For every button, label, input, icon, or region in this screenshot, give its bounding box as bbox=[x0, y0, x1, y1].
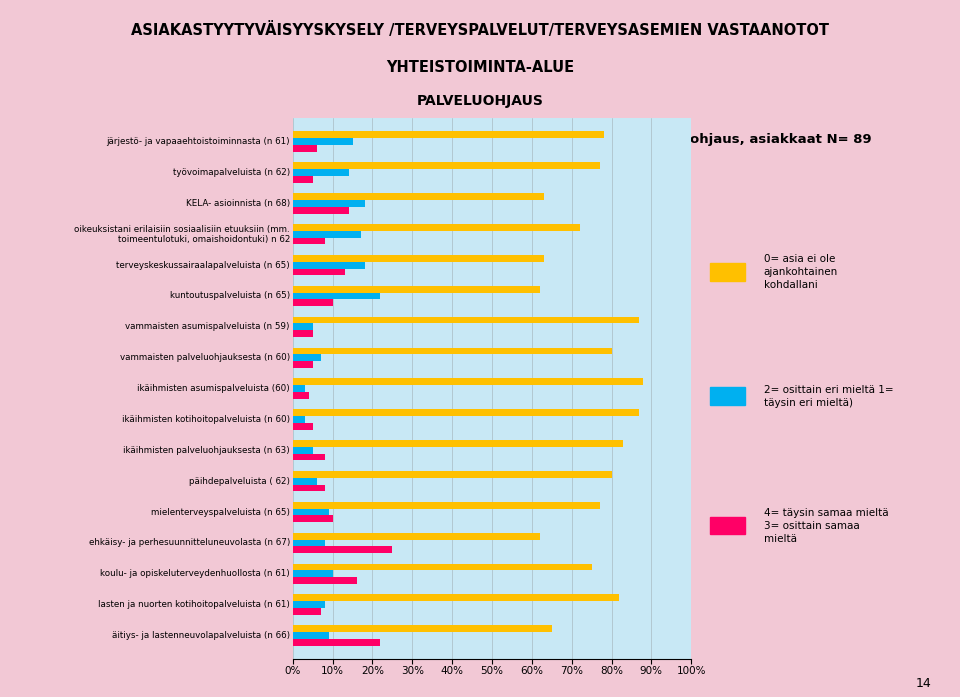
Bar bbox=[293, 423, 313, 429]
Bar bbox=[293, 316, 639, 323]
Bar bbox=[293, 509, 328, 516]
Bar bbox=[293, 293, 380, 300]
Bar bbox=[293, 286, 540, 293]
Bar bbox=[293, 255, 543, 261]
Bar bbox=[293, 570, 332, 577]
Bar bbox=[293, 300, 332, 306]
Bar bbox=[293, 409, 639, 416]
Bar bbox=[293, 608, 321, 615]
Text: ikäihmisten asumispalveluista (60): ikäihmisten asumispalveluista (60) bbox=[137, 384, 290, 393]
Bar bbox=[293, 454, 324, 461]
Bar bbox=[293, 231, 361, 238]
Bar bbox=[293, 533, 540, 539]
Text: YHTEISTOIMINTA-ALUE: YHTEISTOIMINTA-ALUE bbox=[386, 61, 574, 75]
Bar bbox=[293, 138, 352, 145]
Bar bbox=[293, 602, 324, 608]
Bar bbox=[293, 625, 552, 632]
Bar bbox=[293, 162, 600, 169]
Bar bbox=[293, 323, 313, 330]
Bar bbox=[293, 477, 317, 484]
Text: vammaisten palveluohjauksesta (n 60): vammaisten palveluohjauksesta (n 60) bbox=[120, 353, 290, 362]
Bar bbox=[293, 416, 304, 423]
Bar bbox=[293, 539, 324, 546]
Text: KELA- asioinnista (n 68): KELA- asioinnista (n 68) bbox=[185, 199, 290, 208]
Bar bbox=[293, 639, 380, 645]
Bar bbox=[293, 354, 321, 361]
Bar bbox=[293, 385, 304, 392]
Bar bbox=[293, 378, 643, 385]
Text: koulu- ja opiskeluterveydenhuollosta (n 61): koulu- ja opiskeluterveydenhuollosta (n … bbox=[100, 569, 290, 579]
Text: Neuvonta ja ohjaus, asiakkaat N= 89: Neuvonta ja ohjaus, asiakkaat N= 89 bbox=[595, 133, 872, 146]
Bar bbox=[293, 577, 356, 584]
Bar bbox=[293, 484, 324, 491]
Bar bbox=[293, 200, 365, 207]
Bar bbox=[293, 193, 543, 200]
Text: mielenterveyspalveluista (n 65): mielenterveyspalveluista (n 65) bbox=[151, 507, 290, 516]
Text: ASIAKASTYYTYVÄISYYSKYSELY /TERVEYSPALVELUT/TERVEYSASEMIEN VASTAANOTOT: ASIAKASTYYTYVÄISYYSKYSELY /TERVEYSPALVEL… bbox=[131, 22, 829, 38]
Text: työvoimapalveluista (n 62): työvoimapalveluista (n 62) bbox=[173, 168, 290, 177]
Bar bbox=[293, 169, 348, 176]
Text: ehkäisy- ja perhesuunnitteluneuvolasta (n 67): ehkäisy- ja perhesuunnitteluneuvolasta (… bbox=[88, 538, 290, 547]
Text: terveyskeskussairaalapalveluista (n 65): terveyskeskussairaalapalveluista (n 65) bbox=[116, 261, 290, 270]
Bar bbox=[293, 145, 317, 152]
Bar bbox=[293, 546, 393, 553]
Bar bbox=[293, 261, 365, 268]
Bar bbox=[293, 268, 345, 275]
Text: järjestö- ja vapaaehtoistoiminnasta (n 61): järjestö- ja vapaaehtoistoiminnasta (n 6… bbox=[107, 137, 290, 146]
Text: 14: 14 bbox=[916, 677, 931, 690]
Text: ikäihmisten palveluohjauksesta (n 63): ikäihmisten palveluohjauksesta (n 63) bbox=[123, 446, 290, 455]
Text: lasten ja nuorten kotihoitopalveluista (n 61): lasten ja nuorten kotihoitopalveluista (… bbox=[98, 600, 290, 609]
Text: äitiys- ja lastenneuvolapalveluista (n 66): äitiys- ja lastenneuvolapalveluista (n 6… bbox=[112, 631, 290, 640]
Bar bbox=[710, 263, 745, 280]
Text: PALVELUOHJAUS: PALVELUOHJAUS bbox=[417, 94, 543, 108]
Text: oikeuksistani erilaisiin sosiaalisiin etuuksiin (mm.
toimeentulotuki, omaishoido: oikeuksistani erilaisiin sosiaalisiin et… bbox=[74, 224, 290, 244]
Bar bbox=[293, 207, 348, 213]
Text: ikäihmisten kotihoitopalveluista (n 60): ikäihmisten kotihoitopalveluista (n 60) bbox=[122, 415, 290, 424]
Text: vammaisten asumispalveluista (n 59): vammaisten asumispalveluista (n 59) bbox=[126, 322, 290, 331]
Bar bbox=[293, 516, 332, 522]
Bar bbox=[293, 330, 313, 337]
Bar bbox=[293, 348, 612, 354]
Bar bbox=[293, 502, 600, 509]
Text: 2= osittain eri mieltä 1=
täysin eri mieltä): 2= osittain eri mieltä 1= täysin eri mie… bbox=[764, 385, 894, 408]
Bar bbox=[293, 564, 591, 570]
Bar bbox=[293, 440, 623, 447]
Bar bbox=[293, 361, 313, 368]
Text: 4= täysin samaa mieltä
3= osittain samaa
mieltä: 4= täysin samaa mieltä 3= osittain samaa… bbox=[764, 507, 888, 544]
Bar bbox=[293, 392, 309, 399]
Bar bbox=[293, 595, 619, 602]
Text: päihdepalveluista ( 62): päihdepalveluista ( 62) bbox=[189, 477, 290, 486]
Text: kuntoutuspalveluista (n 65): kuntoutuspalveluista (n 65) bbox=[170, 291, 290, 300]
Bar bbox=[710, 517, 745, 535]
Bar bbox=[710, 388, 745, 405]
Bar bbox=[293, 632, 328, 639]
Bar bbox=[293, 238, 324, 245]
Bar bbox=[293, 176, 313, 183]
Bar bbox=[293, 471, 612, 477]
Text: 0= asia ei ole
ajankohtainen
kohdallani: 0= asia ei ole ajankohtainen kohdallani bbox=[764, 254, 838, 290]
Bar bbox=[293, 224, 580, 231]
Bar bbox=[293, 447, 313, 454]
Bar bbox=[293, 132, 604, 138]
